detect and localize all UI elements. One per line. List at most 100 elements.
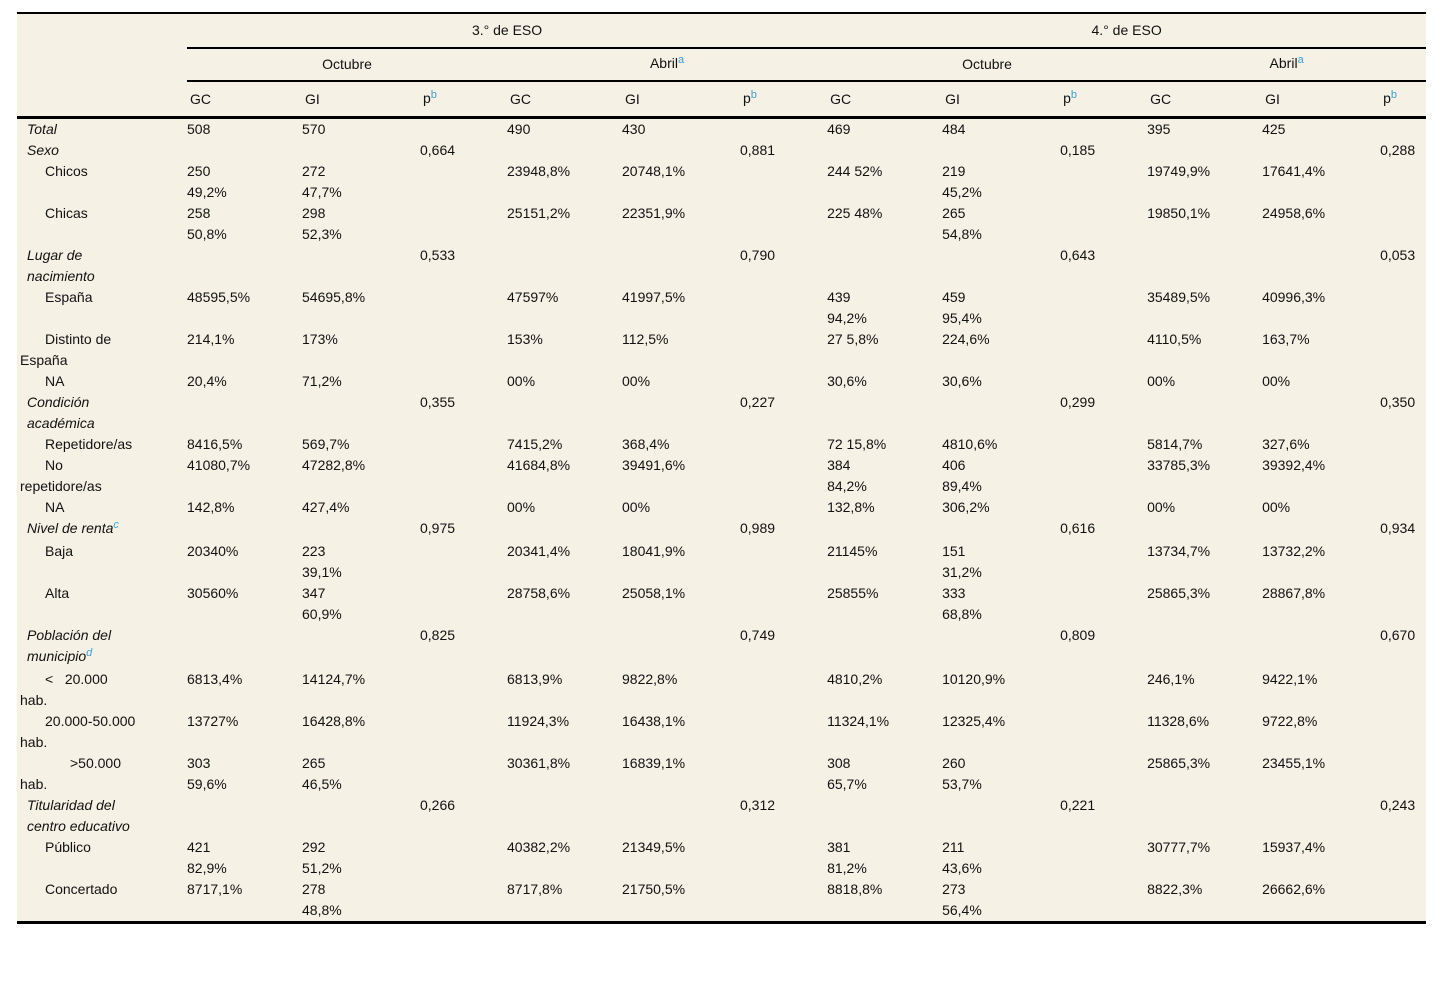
cell bbox=[740, 455, 827, 497]
cell bbox=[1380, 329, 1426, 371]
column-header: GC bbox=[507, 81, 622, 119]
row-label-text: Total bbox=[27, 121, 57, 137]
cell bbox=[942, 795, 1060, 837]
cell: 347 60,9% bbox=[302, 585, 342, 622]
cell: 333 68,8% bbox=[942, 585, 982, 622]
cell bbox=[1380, 497, 1426, 518]
cell: 327,6% bbox=[1262, 436, 1310, 452]
cell: 21750,5% bbox=[622, 881, 686, 897]
footnote-link-a[interactable]: a bbox=[677, 54, 685, 66]
cell: 0,664 bbox=[420, 142, 456, 158]
cell bbox=[1060, 711, 1147, 753]
cell bbox=[942, 625, 1060, 669]
cell: 13734,7% bbox=[1147, 543, 1211, 559]
footnote-link-a[interactable]: a bbox=[1297, 54, 1304, 66]
column-header: pb bbox=[1380, 81, 1427, 119]
row-label: Sexo bbox=[17, 140, 187, 161]
row-label-text: NA bbox=[45, 499, 65, 515]
cell: 224,6% bbox=[942, 331, 990, 347]
cell: 72 15,8% bbox=[827, 436, 887, 452]
cell: 28758,6% bbox=[507, 585, 571, 601]
row-label-text: Lugar de nacimiento bbox=[27, 247, 95, 284]
cell bbox=[622, 392, 740, 434]
cell bbox=[1147, 140, 1262, 161]
cell bbox=[507, 140, 622, 161]
table-row: Sexo 0,664 0,881 0,185 0,288 bbox=[17, 140, 1426, 161]
row-label: Condición académica bbox=[17, 392, 187, 434]
cell bbox=[740, 287, 827, 329]
cell: 406 89,4% bbox=[942, 457, 982, 494]
footnote-link-b[interactable]: b bbox=[1070, 88, 1077, 101]
cell: 0,790 bbox=[740, 247, 776, 263]
cell bbox=[1147, 795, 1262, 837]
footnote-link-d[interactable]: d bbox=[86, 647, 93, 659]
cell bbox=[1060, 118, 1147, 141]
cell: 00% bbox=[507, 373, 536, 389]
baseline-characteristics-table: 3.° de ESO 4.° de ESO Octubre Abrila Octubre… bbox=[17, 12, 1427, 924]
footnote-link-b[interactable]: b bbox=[750, 88, 757, 101]
cell bbox=[187, 245, 302, 287]
cell: 28867,8% bbox=[1262, 585, 1326, 601]
cell: 250 49,2% bbox=[187, 163, 227, 200]
cell: 484 bbox=[942, 121, 966, 137]
cell: 25865,3% bbox=[1147, 585, 1211, 601]
cell bbox=[420, 669, 507, 711]
cell bbox=[740, 497, 827, 518]
cell: 439 94,2% bbox=[827, 289, 867, 326]
group-header: 4.° de ESO bbox=[827, 13, 1427, 49]
cell: 21349,5% bbox=[622, 839, 686, 855]
cell: 272 47,7% bbox=[302, 163, 342, 200]
cell bbox=[1262, 245, 1380, 287]
footnote-link-b[interactable]: b bbox=[430, 88, 437, 101]
row-label-text: No repetidore/as bbox=[20, 457, 102, 494]
row-label: NA bbox=[17, 371, 187, 392]
cell bbox=[740, 583, 827, 625]
cell bbox=[1380, 287, 1426, 329]
cell bbox=[1380, 203, 1426, 245]
cell: 00% bbox=[507, 499, 536, 515]
corner-cell bbox=[17, 81, 187, 119]
cell: 30560% bbox=[187, 585, 239, 601]
cell: 39491,6% bbox=[622, 457, 686, 473]
cell bbox=[420, 837, 507, 879]
cell: 0,312 bbox=[740, 797, 776, 813]
cell bbox=[1380, 371, 1426, 392]
cell bbox=[420, 287, 507, 329]
cell: 0,185 bbox=[1060, 142, 1096, 158]
cell bbox=[1060, 583, 1147, 625]
cell: 16839,1% bbox=[622, 755, 686, 771]
cell: 41080,7% bbox=[187, 457, 251, 473]
cell: 00% bbox=[622, 499, 651, 515]
column-header-label: GI bbox=[1265, 90, 1280, 107]
row-label: Alta bbox=[17, 583, 187, 625]
table-row: Población del municipiod 0,825 0,749 0,809 0… bbox=[17, 625, 1426, 669]
row-label: Chicas bbox=[17, 203, 187, 245]
cell bbox=[1060, 541, 1147, 583]
cell bbox=[942, 140, 1060, 161]
cell: 0,350 bbox=[1380, 394, 1416, 410]
cell: 15937,4% bbox=[1262, 839, 1326, 855]
cell: 395 bbox=[1147, 121, 1171, 137]
footnote-link-b[interactable]: b bbox=[1390, 88, 1397, 101]
cell: 427,4% bbox=[302, 499, 350, 515]
cell: 30,6% bbox=[827, 373, 867, 389]
table-row: Chicas 258 50,8% 298 52,3% 25151,2% 22351,9%… bbox=[17, 203, 1426, 245]
cell bbox=[1262, 625, 1380, 669]
footnote-link-c[interactable]: c bbox=[113, 519, 119, 531]
table-row: Baja 20340% 223 39,1% 20341,4% 18041,9% 21145… bbox=[17, 541, 1426, 583]
cell bbox=[622, 625, 740, 669]
cell: 6813,4% bbox=[187, 671, 243, 687]
cell: 223 39,1% bbox=[302, 543, 342, 580]
cell bbox=[1380, 879, 1426, 923]
cell: 0,288 bbox=[1380, 142, 1416, 158]
column-header: GI bbox=[1262, 81, 1381, 119]
table-header: 3.° de ESO 4.° de ESO Octubre Abrila Octubre… bbox=[17, 13, 1427, 119]
cell: 20341,4% bbox=[507, 543, 571, 559]
cell bbox=[740, 161, 827, 203]
cell bbox=[1147, 392, 1262, 434]
cell: 0,616 bbox=[1060, 520, 1096, 536]
cell bbox=[302, 140, 420, 161]
cell: 384 84,2% bbox=[827, 457, 867, 494]
row-label-text: Sexo bbox=[27, 142, 59, 158]
cell: 490 bbox=[507, 121, 531, 137]
